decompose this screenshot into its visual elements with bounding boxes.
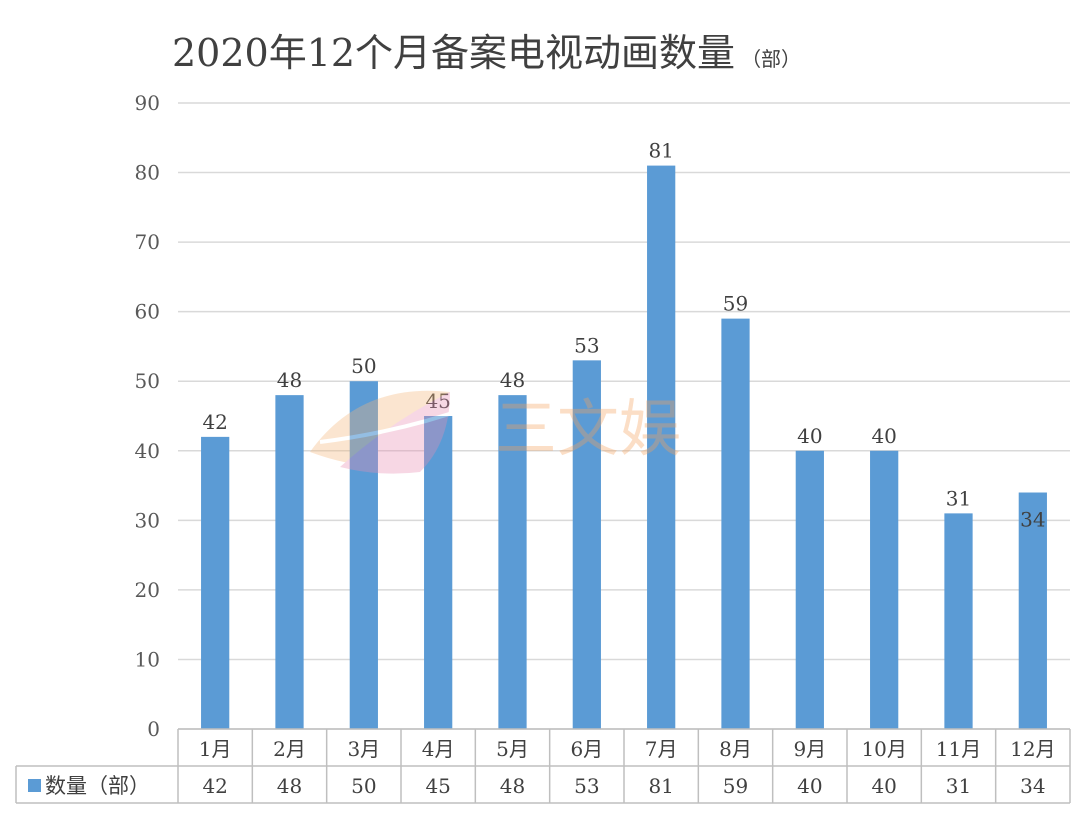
bar xyxy=(944,513,973,729)
x-category-label: 12月 xyxy=(1010,737,1055,761)
data-label: 53 xyxy=(574,333,599,357)
y-tick-label: 80 xyxy=(135,161,160,185)
watermark-logo: 三文娱 xyxy=(310,390,681,474)
x-category-label: 6月 xyxy=(570,737,603,761)
x-category-label: 4月 xyxy=(422,737,455,761)
y-tick-label: 90 xyxy=(135,91,160,115)
x-category-label: 10月 xyxy=(861,737,906,761)
bar xyxy=(275,395,304,729)
table-value: 48 xyxy=(277,774,302,798)
x-category-label: 7月 xyxy=(645,737,678,761)
bar xyxy=(870,450,899,729)
table-value: 48 xyxy=(500,774,525,798)
data-label: 59 xyxy=(723,292,748,316)
x-category-label: 9月 xyxy=(793,737,826,761)
table-value: 34 xyxy=(1020,774,1045,798)
data-label: 48 xyxy=(277,368,302,392)
data-label: 42 xyxy=(202,410,227,434)
table-value: 50 xyxy=(351,774,376,798)
data-label: 40 xyxy=(797,424,822,448)
bar xyxy=(721,318,750,729)
chart-title: 2020年12个月备案电视动画数量 xyxy=(172,31,736,75)
data-label: 45 xyxy=(425,389,450,413)
bar xyxy=(498,395,527,729)
table-value: 40 xyxy=(871,774,896,798)
data-label: 31 xyxy=(946,486,971,510)
bar xyxy=(1018,492,1047,729)
bar xyxy=(349,381,378,729)
y-tick-label: 40 xyxy=(135,439,160,463)
y-tick-label: 60 xyxy=(135,300,160,324)
table-value: 53 xyxy=(574,774,599,798)
bar xyxy=(572,360,601,729)
watermark-text: 三文娱 xyxy=(495,392,681,465)
chart-title-block: 2020年12个月备案电视动画数量 （部） xyxy=(172,22,801,77)
chart-unit: （部） xyxy=(741,47,802,71)
table-value: 40 xyxy=(797,774,822,798)
bar xyxy=(795,450,824,729)
x-category-label: 2月 xyxy=(273,737,306,761)
bar xyxy=(424,416,453,729)
legend-label: 数量（部） xyxy=(45,774,150,798)
x-category-label: 5月 xyxy=(496,737,529,761)
table-value: 81 xyxy=(648,774,673,798)
y-tick-label: 30 xyxy=(135,508,160,532)
data-label: 48 xyxy=(500,368,525,392)
table-value: 59 xyxy=(723,774,748,798)
table-value: 45 xyxy=(425,774,450,798)
legend-swatch xyxy=(28,779,41,792)
x-category-label: 1月 xyxy=(199,737,232,761)
y-tick-label: 10 xyxy=(135,647,160,671)
data-label: 81 xyxy=(648,139,673,163)
table-value: 42 xyxy=(202,774,227,798)
y-tick-label: 0 xyxy=(147,717,160,741)
data-label: 40 xyxy=(871,424,896,448)
x-category-label: 11月 xyxy=(936,737,981,761)
x-category-label: 3月 xyxy=(347,737,380,761)
y-tick-label: 20 xyxy=(135,578,160,602)
table-value: 31 xyxy=(946,774,971,798)
data-label: 50 xyxy=(351,354,376,378)
y-tick-label: 50 xyxy=(135,369,160,393)
bar xyxy=(647,165,676,730)
bar xyxy=(201,436,230,729)
y-tick-label: 70 xyxy=(135,230,160,254)
data-label: 34 xyxy=(1020,508,1045,532)
x-category-label: 8月 xyxy=(719,737,752,761)
